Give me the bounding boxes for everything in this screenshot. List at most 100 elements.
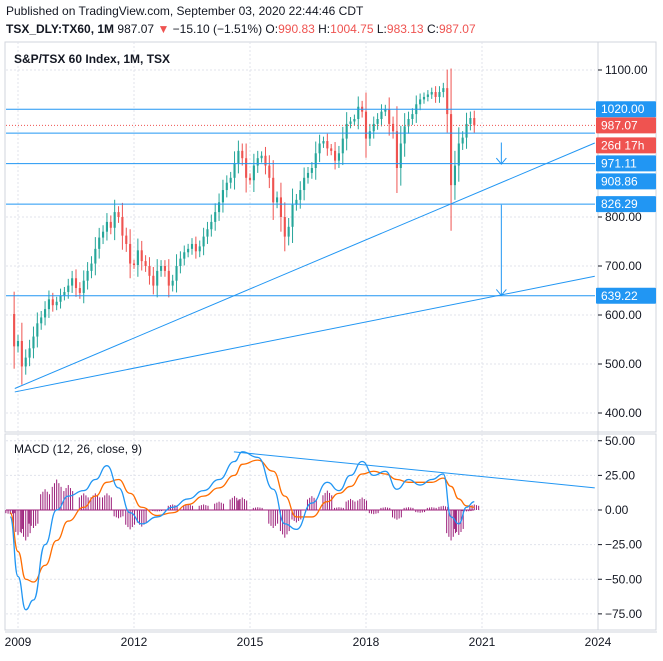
candle-body [32, 336, 35, 349]
price-axis-label-bg [596, 287, 656, 304]
y-tick-label: 500.00 [605, 357, 642, 371]
candle-body [446, 88, 449, 115]
candle-body [419, 99, 422, 105]
candle-body [357, 106, 360, 119]
candle-body [279, 197, 282, 217]
candle-body [395, 131, 398, 168]
candle-body [140, 250, 143, 262]
candle-body [90, 263, 93, 271]
candle-body [36, 323, 39, 337]
candle-body [314, 153, 317, 168]
close-label: C: [426, 22, 439, 36]
price-axis-label-bg [596, 137, 656, 154]
symbol-label: TSX_DLY:TX60, 1M [6, 22, 115, 36]
candle-body [214, 212, 217, 222]
price-axis-label-bg [596, 117, 656, 134]
candle-body [67, 285, 70, 292]
candle-body [86, 270, 89, 281]
y-tick-label: 1100.00 [605, 63, 648, 77]
last-price: 987.07 [117, 22, 155, 36]
candle-body [461, 137, 464, 144]
candle-body [450, 114, 453, 186]
candle-body [245, 158, 248, 178]
candle-body [334, 150, 337, 161]
main-pane-frame [4, 41, 657, 433]
candle-body [233, 163, 236, 178]
candle-body [473, 118, 476, 126]
candle-body [71, 278, 74, 286]
candle-body [160, 266, 163, 271]
candle-body [47, 299, 50, 310]
candle-body [78, 288, 81, 293]
candle-body [438, 92, 441, 97]
candle-body [82, 280, 85, 293]
candle-body [225, 182, 228, 191]
down-arrow-icon: ▼ [157, 22, 170, 36]
candle-body [94, 248, 97, 264]
x-tick-label: 2018 [353, 635, 380, 649]
price-axis-label: 826.29 [601, 197, 638, 211]
candle-body [430, 92, 433, 95]
candle-body [353, 119, 356, 122]
candle-body [237, 150, 240, 164]
candle-body [345, 123, 348, 139]
arrow-head-icon [495, 157, 507, 165]
candle-body [13, 314, 16, 347]
candle-body [303, 177, 306, 191]
y-tick-label: 400.00 [605, 406, 642, 420]
candle-body [326, 141, 329, 149]
y-tick-label: 700.00 [605, 259, 642, 273]
candle-body [276, 197, 279, 203]
candle-body [256, 158, 259, 166]
candle-body [388, 109, 391, 124]
candle-body [20, 340, 23, 367]
price-axis-label-bg [596, 196, 656, 213]
candle-body [272, 177, 275, 203]
price-axis-label-bg [596, 101, 656, 118]
candle-body [407, 119, 410, 127]
candle-body [241, 150, 244, 159]
candle-body [152, 275, 155, 286]
candle-body [322, 141, 325, 144]
price-axis-label: 971.11 [601, 156, 637, 170]
candle-body [403, 126, 406, 144]
trend-line [14, 275, 595, 393]
x-tick-label: 2024 [585, 635, 612, 649]
candle-body [434, 92, 437, 97]
candle-body [457, 143, 460, 166]
trend-line [14, 142, 595, 389]
candle-body [453, 165, 456, 186]
candle-body [368, 131, 371, 139]
candle-body [283, 217, 286, 237]
candle-body [167, 270, 170, 286]
candle-body [341, 138, 344, 154]
candle-body [129, 243, 132, 264]
candle-body [105, 221, 108, 232]
x-tick-label: 2009 [5, 635, 32, 649]
candle-body [291, 204, 294, 227]
candle-body [210, 221, 213, 230]
candle-body [183, 252, 186, 259]
price-change: −15.10 (−1.51%) [172, 22, 263, 36]
y-tick-label: −75.00 [605, 607, 642, 621]
candle-body [16, 340, 20, 347]
candle-body [206, 229, 209, 237]
candle-body [330, 148, 333, 151]
candle-body [51, 299, 54, 306]
y-tick-label: 0.00 [605, 503, 629, 517]
candle-body [349, 121, 352, 124]
candle-body [376, 119, 379, 124]
candle-body [40, 317, 43, 324]
candle-body [28, 348, 31, 358]
candle-body [198, 246, 201, 252]
candle-body [59, 295, 62, 302]
candle-body [194, 243, 197, 252]
price-axis-label: 1020.00 [601, 102, 645, 116]
candle-body [55, 301, 58, 306]
candle-body [248, 177, 252, 181]
candle-body [136, 250, 139, 266]
y-tick-label: −50.00 [605, 572, 642, 586]
candle-body [422, 96, 426, 100]
candle-body [380, 111, 383, 119]
